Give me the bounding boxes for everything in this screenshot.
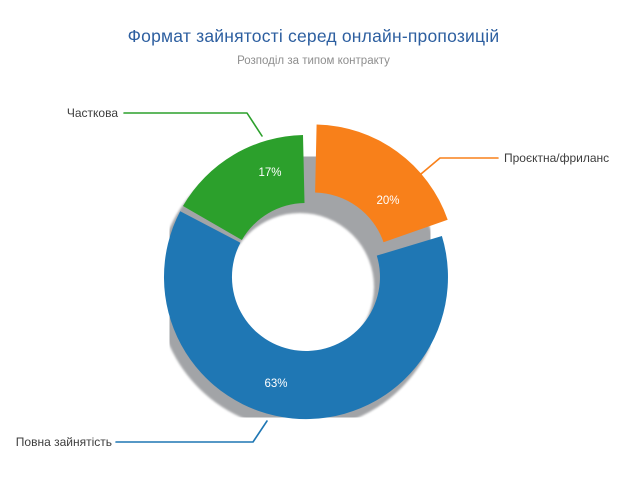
pct-label-full-time: 63% [264, 378, 287, 390]
pct-label-project-freelance: 20% [376, 195, 399, 207]
segment-part-time [183, 135, 305, 240]
callout-line-part-time [123, 112, 263, 137]
callout-label-full-time: Повна зайнятість [16, 435, 112, 449]
pct-label-part-time: 17% [258, 167, 281, 179]
callout-line-full-time [115, 420, 268, 443]
callout-line-project-freelance [414, 157, 499, 180]
segment-full-time [163, 211, 448, 420]
chart-title: Формат зайнятості серед онлайн-пропозиці… [127, 26, 500, 46]
callout-label-project-freelance: Проєктна/фриланс [504, 151, 609, 165]
chart-subtitle: Розподіл за типом контракту [237, 55, 390, 67]
callout-label-part-time: Часткова [67, 106, 118, 120]
segment-project-freelance [315, 124, 448, 243]
